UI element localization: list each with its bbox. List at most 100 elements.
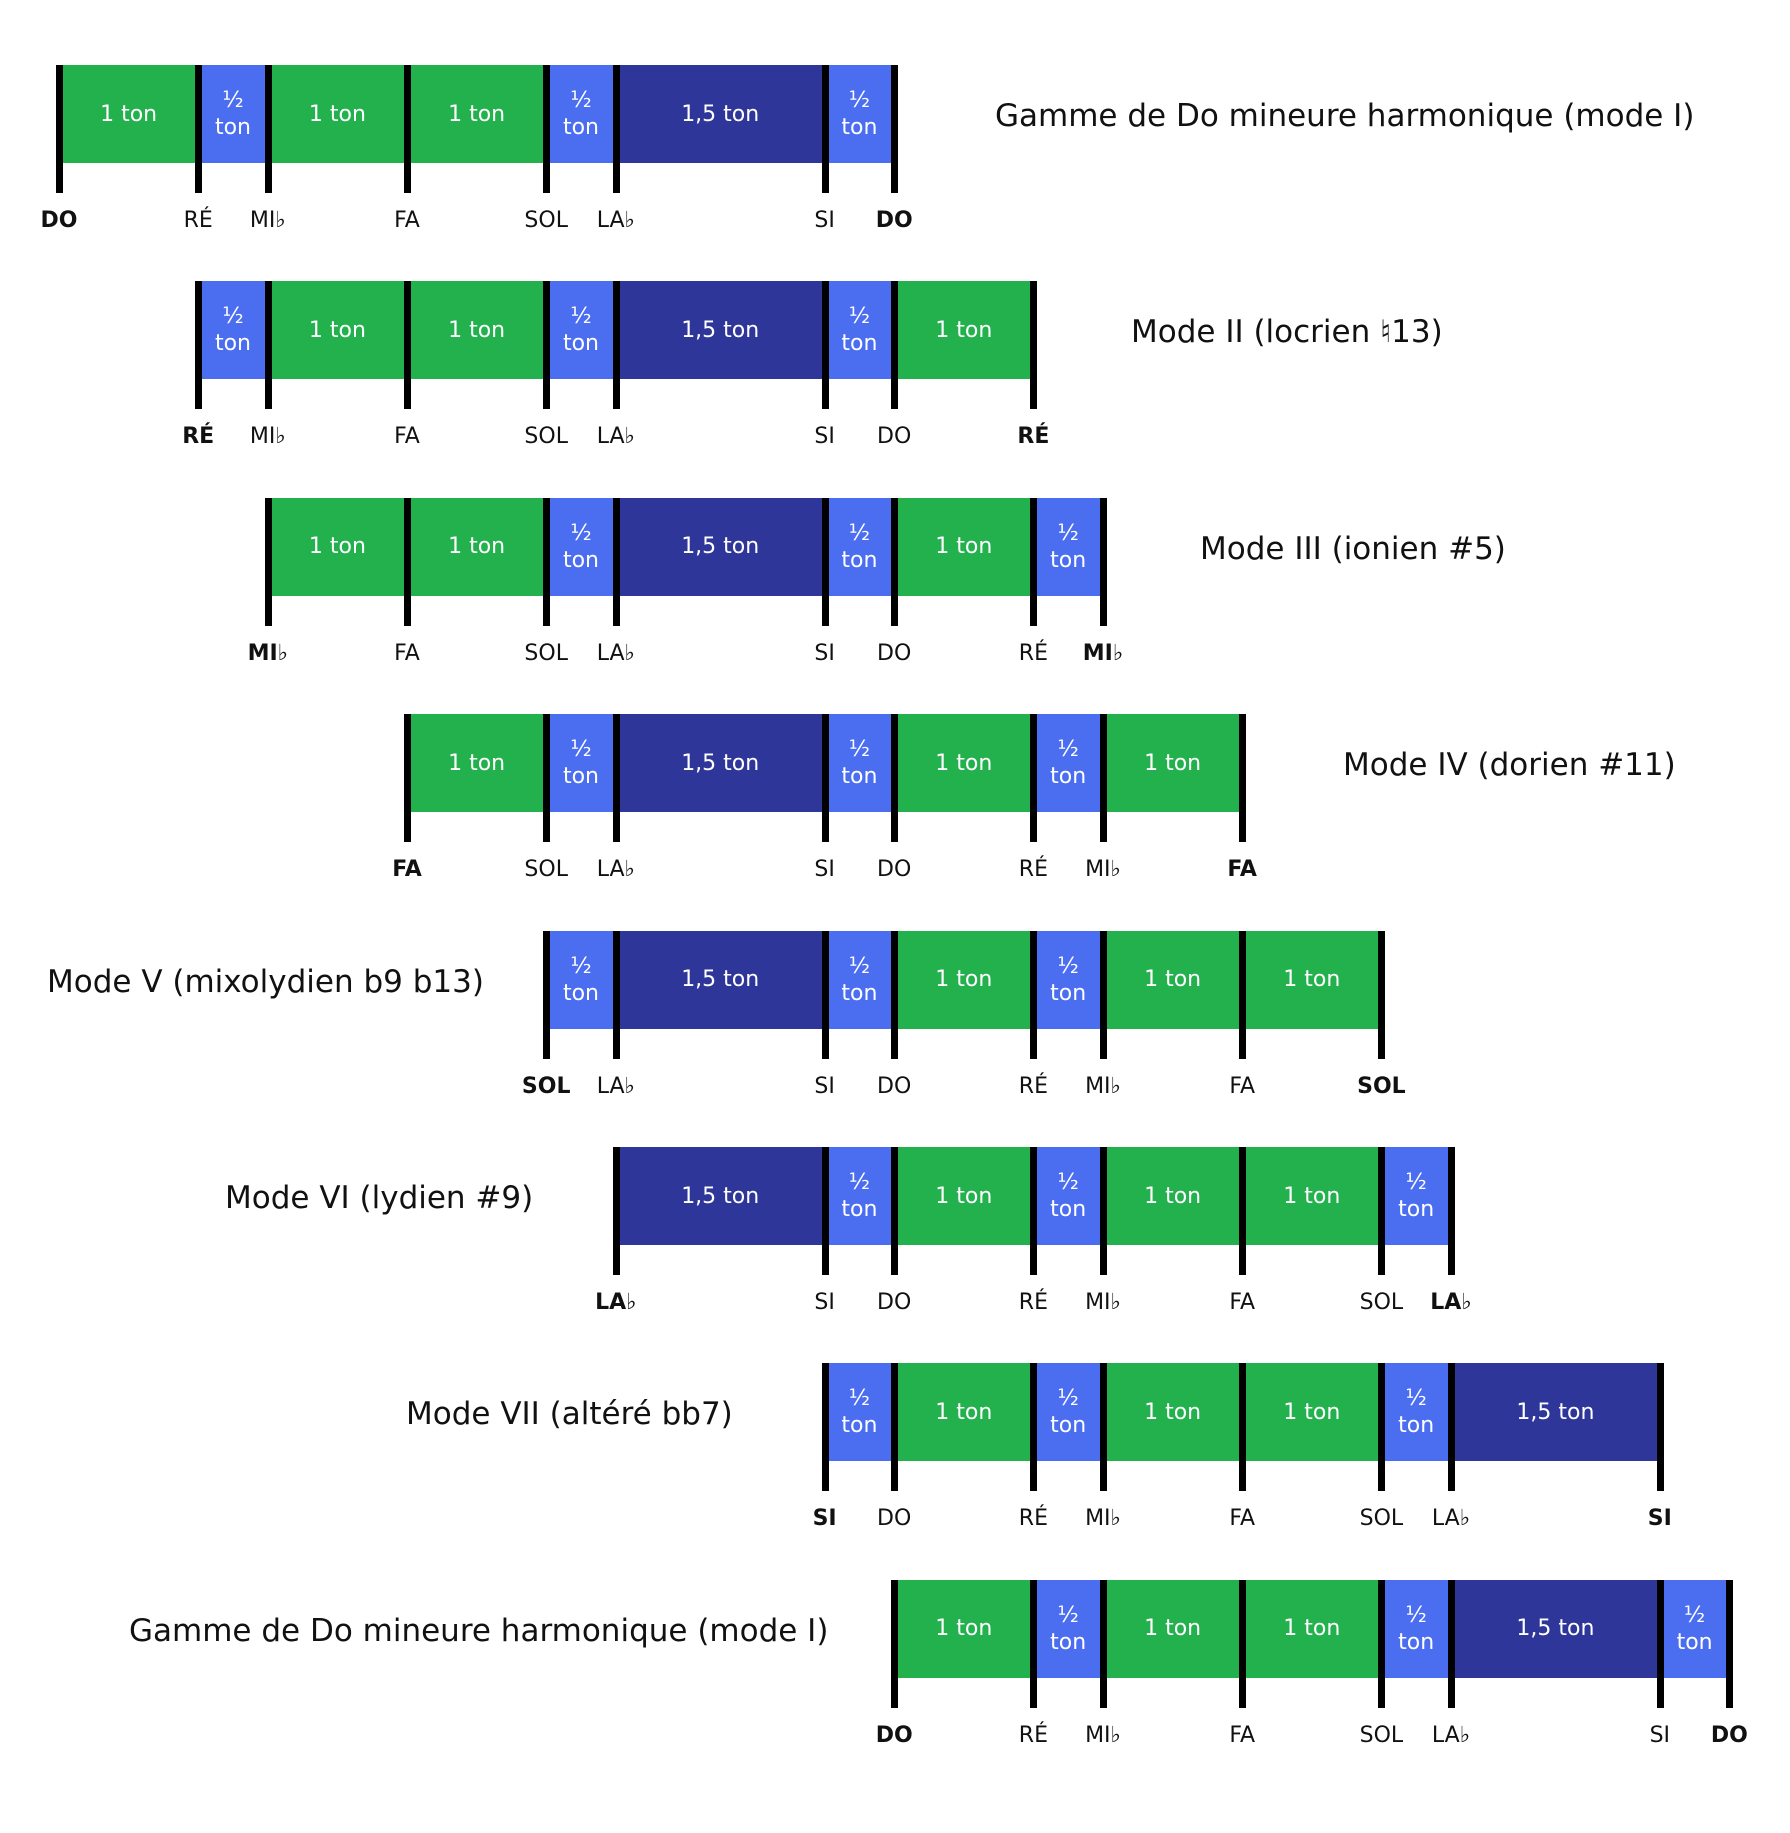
note-label: LA♭ bbox=[596, 640, 635, 666]
interval-label: 1 ton bbox=[935, 1183, 993, 1209]
interval-segment: ½ ton bbox=[546, 714, 616, 813]
note-tick bbox=[891, 1147, 899, 1275]
note-tick bbox=[612, 714, 620, 843]
interval-label: 1 ton bbox=[308, 101, 366, 127]
interval-label: 1 ton bbox=[1283, 1183, 1341, 1209]
interval-segment: 1 ton bbox=[1103, 930, 1243, 1029]
interval-label: ½ ton bbox=[1398, 1170, 1435, 1222]
interval-segment: 1 ton bbox=[894, 1579, 1034, 1678]
note-label: FA bbox=[1229, 1506, 1256, 1532]
interval-label: ½ ton bbox=[562, 304, 599, 357]
note-tick bbox=[1030, 714, 1038, 843]
note-tick bbox=[264, 497, 272, 626]
note-label: DO bbox=[877, 424, 912, 450]
mode-row: 1 ton ½ ton 1,5 ton ½ ton 1 ton ½ ton 1 ton FA S… bbox=[0, 714, 1790, 954]
note-tick bbox=[1100, 930, 1107, 1059]
interval-label: ½ ton bbox=[841, 1386, 878, 1439]
note-tick bbox=[543, 930, 551, 1059]
note-label: SI bbox=[814, 1290, 835, 1315]
note-tick bbox=[1378, 1363, 1386, 1492]
interval-segment: ½ ton bbox=[1033, 714, 1103, 813]
note-tick bbox=[612, 930, 620, 1059]
mode-title: Mode VI (lydien #9) bbox=[225, 1180, 534, 1216]
interval-segment: ½ ton bbox=[824, 930, 895, 1029]
interval-segment: ½ ton bbox=[1381, 1147, 1451, 1245]
note-label: SOL bbox=[1357, 1073, 1406, 1099]
note-tick bbox=[891, 714, 899, 843]
interval-label: ½ ton bbox=[214, 88, 251, 140]
note-tick bbox=[1239, 1147, 1247, 1275]
interval-segment: ½ ton bbox=[824, 65, 895, 163]
note-label: RÉ bbox=[183, 208, 213, 233]
note-label: RÉ bbox=[1017, 424, 1050, 450]
note-label: MI♭ bbox=[1082, 640, 1124, 666]
interval-segment: 1,5 ton bbox=[1451, 1363, 1660, 1462]
note-label: MI♭ bbox=[1085, 1506, 1121, 1532]
interval-segment: 1 ton bbox=[1103, 1579, 1243, 1678]
interval-label: 1 ton bbox=[935, 534, 993, 560]
interval-label: 1 ton bbox=[308, 534, 366, 560]
note-tick bbox=[1030, 1363, 1038, 1492]
note-label: SOL bbox=[524, 857, 568, 883]
note-tick bbox=[404, 497, 411, 626]
interval-label: ½ ton bbox=[214, 304, 251, 357]
mode-title: Mode V (mixolydien b9 b13) bbox=[47, 963, 484, 1000]
interval-segment: 1 ton bbox=[407, 497, 547, 596]
interval-segment: 1 ton bbox=[59, 65, 199, 163]
interval-segment: 1,5 ton bbox=[615, 930, 825, 1029]
interval-segment: ½ ton bbox=[824, 1147, 895, 1245]
interval-segment: ½ ton bbox=[824, 281, 895, 380]
note-tick bbox=[195, 65, 203, 193]
interval-label: ½ ton bbox=[1050, 1170, 1087, 1222]
interval-segment: 1 ton bbox=[894, 281, 1034, 380]
interval-label: 1,5 ton bbox=[1516, 1616, 1595, 1642]
note-tick bbox=[1378, 930, 1386, 1059]
note-tick bbox=[543, 281, 551, 410]
mode-row: ½ ton 1 ton ½ ton 1 ton 1 ton ½ ton 1,5 ton SI D… bbox=[0, 1363, 1790, 1603]
interval-segment: 1 ton bbox=[894, 714, 1034, 813]
note-tick bbox=[821, 281, 829, 410]
note-label: DO bbox=[877, 1290, 912, 1315]
note-tick bbox=[1100, 497, 1107, 626]
note-label: SI bbox=[814, 857, 835, 883]
note-label: FA bbox=[1229, 1290, 1256, 1315]
interval-label: 1,5 ton bbox=[681, 534, 760, 560]
note-label: SOL bbox=[1359, 1506, 1404, 1532]
note-label: LA♭ bbox=[1431, 1506, 1471, 1532]
interval-segment: ½ ton bbox=[824, 714, 895, 813]
interval-segment: 1 ton bbox=[407, 281, 547, 380]
note-label: RÉ bbox=[182, 424, 215, 450]
interval-segment: ½ ton bbox=[1659, 1579, 1730, 1678]
interval-segment: 1 ton bbox=[894, 930, 1034, 1029]
note-tick bbox=[1448, 1147, 1455, 1275]
note-label: LA♭ bbox=[596, 857, 635, 883]
interval-segment: ½ ton bbox=[1381, 1579, 1451, 1678]
interval-segment: ½ ton bbox=[1033, 1363, 1103, 1462]
note-label: DO bbox=[1710, 1722, 1748, 1748]
interval-label: ½ ton bbox=[1398, 1386, 1435, 1439]
interval-segment: ½ ton bbox=[546, 65, 616, 163]
note-tick bbox=[821, 714, 829, 843]
interval-segment: ½ ton bbox=[1033, 497, 1103, 596]
note-label: FA bbox=[394, 640, 420, 666]
interval-segment: ½ ton bbox=[1381, 1363, 1451, 1462]
note-label: DO bbox=[877, 1506, 912, 1532]
interval-label: ½ ton bbox=[841, 520, 878, 573]
note-label: FA bbox=[1229, 1073, 1256, 1099]
interval-segment: 1 ton bbox=[407, 714, 547, 813]
interval-label: 1 ton bbox=[1144, 967, 1202, 993]
note-label: RÉ bbox=[1018, 1722, 1048, 1748]
note-tick bbox=[612, 1147, 620, 1275]
note-tick bbox=[1030, 281, 1038, 410]
note-tick bbox=[891, 281, 899, 410]
note-label: FA bbox=[1229, 1722, 1256, 1748]
interval-segment: 1 ton bbox=[267, 65, 407, 163]
note-label: MI♭ bbox=[249, 208, 286, 233]
note-tick bbox=[404, 65, 411, 193]
note-label: SI bbox=[1647, 1506, 1672, 1532]
interval-label: 1,5 ton bbox=[1516, 1399, 1595, 1425]
interval-label: 1,5 ton bbox=[681, 750, 760, 776]
note-tick bbox=[821, 1363, 829, 1492]
note-label: SI bbox=[1649, 1722, 1671, 1748]
mode-row: 1 ton 1 ton ½ ton 1,5 ton ½ ton 1 ton ½ ton MI♭… bbox=[0, 497, 1790, 738]
